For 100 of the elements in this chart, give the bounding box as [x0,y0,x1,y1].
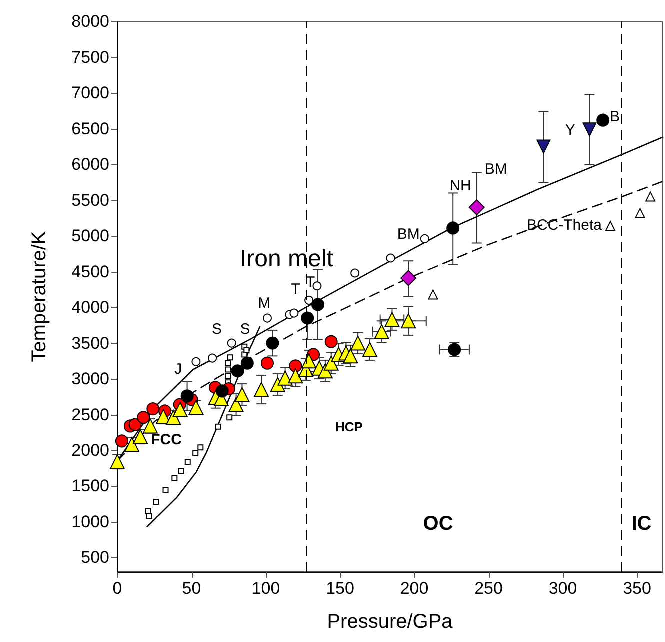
point [215,424,222,430]
x-tick-label: 150 [326,579,354,598]
point [324,356,339,371]
y-tick-label: 2500 [72,405,110,424]
point [137,411,150,424]
point [146,402,160,416]
y-tick-label: 6000 [72,155,110,174]
point [153,498,160,505]
point [278,370,293,386]
y-tick-label: 1500 [72,476,110,496]
point [198,444,204,451]
x-tick-label: 350 [623,579,652,598]
point [227,338,236,348]
y-tick-label: 3000 [72,370,110,389]
y-tick-label: 6500 [72,119,110,138]
point [596,114,610,127]
point [225,360,232,366]
y-tick-label: 7000 [72,84,110,103]
point [311,298,324,312]
point [262,314,272,323]
annotation: NH [450,178,472,195]
point [192,357,201,366]
point [468,200,485,216]
point [350,268,360,278]
point [446,222,460,235]
annotation: OC [423,513,454,536]
point [115,434,128,448]
point [343,348,358,364]
point [386,254,396,263]
y-tick-label: 4000 [72,298,110,318]
point [401,314,416,329]
point [301,312,314,325]
point [400,270,417,286]
point [225,366,232,373]
annotation: BCC-Theta [526,217,603,234]
annotation: T [306,274,316,292]
point [225,373,232,380]
x-tick-label: 0 [112,579,122,598]
point [261,356,274,370]
y-tick-label: 500 [81,548,110,568]
x-axis-title: Pressure/GPa [327,611,454,633]
annotation: BM [397,226,420,244]
point [180,390,194,403]
point [254,382,270,398]
x-tick-label: 100 [252,579,280,598]
point [420,234,430,244]
point [227,354,234,361]
annotation: J [174,361,182,378]
point [304,296,314,305]
point [266,336,280,350]
annotation: Y [565,122,576,139]
y-tick-label: 2000 [72,441,110,460]
point [172,402,188,418]
point [234,387,250,402]
point [288,368,304,384]
point [231,364,244,378]
point [289,360,302,373]
point [146,513,152,520]
point [162,488,169,494]
point [350,336,366,351]
y-tick-label: 8000 [72,12,110,32]
point [226,414,233,421]
y-axis-title: Temperature/K [28,230,50,362]
point [172,475,178,482]
annotation: B [610,108,620,126]
point [428,290,438,300]
text: Iron melt [240,246,334,272]
point [128,418,142,432]
y-tick-label: 7500 [72,48,110,67]
point [362,342,378,358]
point [240,356,254,370]
point [244,347,250,354]
y-tick-label: 5500 [72,190,110,210]
point [384,312,400,328]
y-tick-label: 5000 [72,226,110,246]
point [216,384,229,398]
point [635,208,646,218]
point [178,468,184,474]
point [192,450,199,456]
annotation: T [291,281,300,298]
point [536,140,551,154]
y-tick-label: 4500 [72,262,110,282]
annotation: S [212,321,222,338]
point [290,308,299,318]
x-tick-label: 50 [182,579,202,598]
annotation: S [240,321,250,338]
point [184,458,191,465]
point [582,122,597,137]
y-tick-label: 1000 [72,512,110,532]
y-tick-label: 3500 [72,334,110,353]
point [646,192,656,202]
annotation: BM [484,161,508,178]
x-tick-label: 250 [474,579,503,598]
annotation: HCP [335,419,364,434]
point [606,221,616,232]
point [110,454,125,470]
x-tick-label: 300 [548,579,578,598]
point [324,335,338,348]
point [208,354,218,363]
annotation: FCC [151,431,182,448]
